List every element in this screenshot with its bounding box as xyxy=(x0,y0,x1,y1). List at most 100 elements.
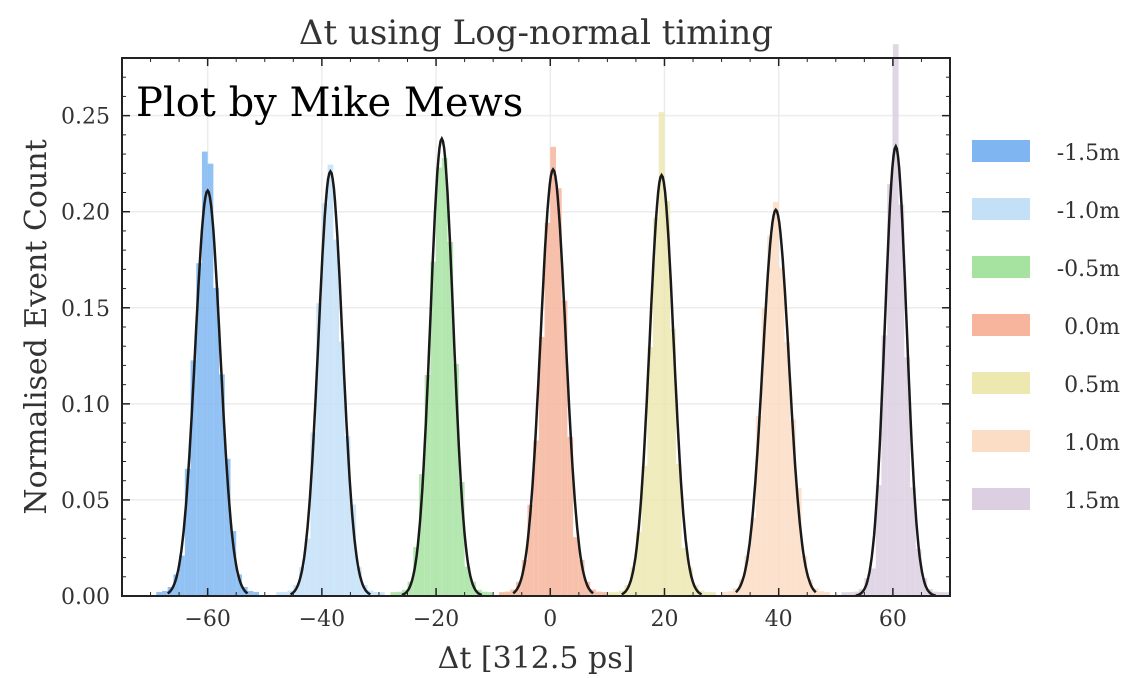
fit-curves xyxy=(166,135,936,597)
histogram-bar xyxy=(356,567,362,596)
legend-swatch xyxy=(972,314,1030,336)
histogram-bar xyxy=(812,588,819,596)
fit-curve--0.5m xyxy=(401,135,483,597)
histogram-bar xyxy=(213,287,220,596)
histogram-bar xyxy=(892,44,899,597)
histogram-bar xyxy=(767,235,773,596)
histogram-1.0m xyxy=(721,201,831,597)
y-axis-label: Normalised Event Count xyxy=(19,139,54,514)
histogram-bar xyxy=(458,482,465,596)
histogram-bar xyxy=(504,591,511,596)
histogram-bar xyxy=(641,465,648,596)
fit-curve--1.5m xyxy=(166,188,249,595)
histogram-bar xyxy=(944,592,950,596)
histogram-bar xyxy=(784,342,791,596)
histogram-bar xyxy=(778,267,785,596)
histogram-bar xyxy=(915,548,922,596)
histogram-bar xyxy=(196,263,202,596)
histogram-bar xyxy=(910,487,916,596)
histogram-bar xyxy=(904,357,911,596)
legend-swatch xyxy=(972,140,1030,162)
histogram-bar xyxy=(430,261,437,596)
x-axis-label: Δt [312.5 ps] xyxy=(438,641,635,676)
histogram-bar xyxy=(413,547,419,596)
histogram-bar xyxy=(521,559,528,596)
legend-label: 1.5m xyxy=(1064,489,1120,514)
histogram-bar xyxy=(333,239,339,597)
legend-label: 0.5m xyxy=(1064,373,1120,398)
histogram-bar xyxy=(733,588,739,596)
histogram-bar xyxy=(527,504,534,596)
histogram-bar xyxy=(344,436,351,596)
histogram-bar xyxy=(156,591,162,596)
histogram-bar xyxy=(190,360,197,596)
histogram-bar xyxy=(304,538,311,596)
histogram-bar xyxy=(567,436,574,596)
y-tick-label: 0.15 xyxy=(61,297,110,322)
legend-swatch xyxy=(972,198,1030,220)
histogram-bar xyxy=(487,592,494,596)
histogram-bar xyxy=(338,341,345,596)
histogram-bar xyxy=(378,592,385,596)
histogram-bar xyxy=(373,591,379,596)
histogram-bar xyxy=(704,591,711,596)
histogram-bar xyxy=(321,203,328,596)
x-tick-label: 60 xyxy=(879,607,907,632)
histogram-bar xyxy=(755,416,762,596)
histogram-bar xyxy=(498,592,505,596)
histogram-0.5m xyxy=(607,112,716,597)
histogram-bar xyxy=(818,591,825,596)
fit-curve-1.5m xyxy=(855,143,936,597)
histogram-bar xyxy=(721,591,728,596)
legend-label: 1.0m xyxy=(1064,431,1120,456)
histogram-bar xyxy=(533,440,539,596)
histogram-bar xyxy=(795,487,802,596)
histogram-bar xyxy=(653,217,659,596)
histogram-bar xyxy=(201,151,208,597)
y-tick-label: 0.10 xyxy=(61,393,110,418)
histogram-bar xyxy=(179,555,185,596)
histogram-bar xyxy=(870,568,876,596)
y-tick-label: 0.05 xyxy=(61,489,110,514)
x-tick-label: 0 xyxy=(543,607,557,632)
histogram-bar xyxy=(772,201,779,597)
chart-title: Δt using Log-normal timing xyxy=(299,13,773,53)
histogram-bar xyxy=(281,591,288,596)
histogram-bar xyxy=(744,555,751,596)
histogram-bar xyxy=(441,157,448,596)
histogram-bar xyxy=(670,328,676,596)
x-tick-label: −60 xyxy=(184,607,230,632)
histogram-bar xyxy=(316,303,322,596)
histogram-bar xyxy=(276,592,282,596)
histogram-bar xyxy=(727,591,734,596)
histogram-bar xyxy=(453,363,459,596)
legend-swatch xyxy=(972,256,1030,278)
legend-label: -1.5m xyxy=(1057,141,1120,166)
histogram-bar xyxy=(470,581,477,596)
x-tick-label: −20 xyxy=(413,607,459,632)
histogram-bar xyxy=(447,241,454,596)
histogram--0.5m xyxy=(390,157,494,596)
histogram-bar xyxy=(327,164,334,597)
histogram-bar xyxy=(630,567,636,596)
histogram-bar xyxy=(687,567,694,596)
legend: -1.5m -1.0m -0.5m 0.0m 0.5m 1.0m 1.5m xyxy=(972,140,1120,514)
y-tick-label: 0.25 xyxy=(61,105,110,130)
histogram-bar xyxy=(219,374,225,596)
histogram-bar xyxy=(898,204,905,597)
histograms xyxy=(156,44,950,597)
histogram-bar xyxy=(790,419,796,596)
histogram-bar xyxy=(738,579,745,596)
histogram-bar xyxy=(875,485,882,596)
histogram-bar xyxy=(230,531,237,596)
histogram-bar xyxy=(555,188,562,596)
histogram-bar xyxy=(253,591,260,596)
histogram-bar xyxy=(436,167,442,596)
histogram-bar xyxy=(247,590,254,596)
histogram-bar xyxy=(481,591,488,596)
histogram-bar xyxy=(824,591,831,596)
histogram-bar xyxy=(710,592,716,596)
histogram-bar xyxy=(236,574,242,596)
legend-swatch xyxy=(972,488,1030,510)
